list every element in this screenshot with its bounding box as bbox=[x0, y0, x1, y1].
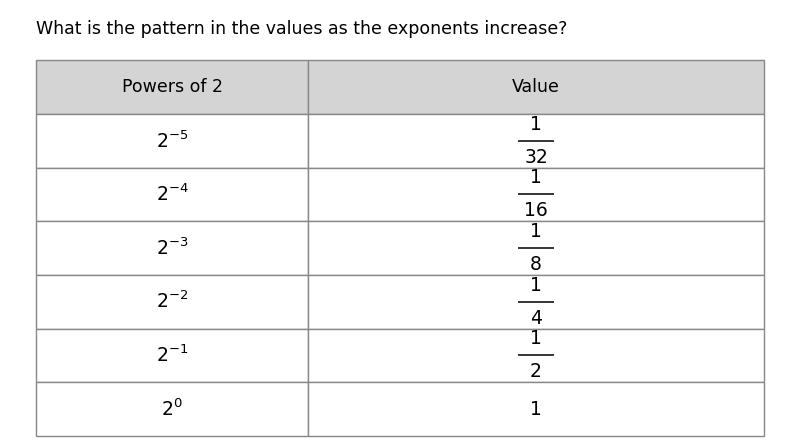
Text: 1: 1 bbox=[530, 169, 542, 187]
Bar bbox=[308, 60, 764, 114]
Text: 8: 8 bbox=[530, 255, 542, 274]
Text: 1: 1 bbox=[530, 329, 542, 348]
Text: 1: 1 bbox=[530, 222, 542, 241]
Text: 1: 1 bbox=[530, 115, 542, 134]
Text: What is the pattern in the values as the exponents increase?: What is the pattern in the values as the… bbox=[36, 20, 567, 38]
Bar bbox=[36, 114, 308, 168]
Bar bbox=[36, 221, 308, 275]
Text: Value: Value bbox=[512, 78, 560, 96]
Bar bbox=[308, 382, 764, 436]
Text: 4: 4 bbox=[530, 309, 542, 328]
Text: 1: 1 bbox=[530, 276, 542, 295]
Bar bbox=[36, 382, 308, 436]
Text: $\mathregular{2^{-1}}$: $\mathregular{2^{-1}}$ bbox=[156, 345, 188, 366]
Bar bbox=[36, 329, 308, 382]
Bar bbox=[308, 329, 764, 382]
Bar bbox=[308, 114, 764, 168]
Text: $\mathregular{2^{-5}}$: $\mathregular{2^{-5}}$ bbox=[156, 130, 188, 152]
Text: $\mathregular{2^{-4}}$: $\mathregular{2^{-4}}$ bbox=[156, 184, 188, 205]
Bar bbox=[308, 221, 764, 275]
Text: 2: 2 bbox=[530, 363, 542, 381]
Text: $\mathregular{2^{0}}$: $\mathregular{2^{0}}$ bbox=[161, 398, 183, 420]
Text: $\mathregular{2^{-3}}$: $\mathregular{2^{-3}}$ bbox=[156, 237, 188, 259]
Text: 1: 1 bbox=[530, 400, 542, 418]
Text: Powers of 2: Powers of 2 bbox=[122, 78, 222, 96]
Bar bbox=[308, 275, 764, 329]
Text: 16: 16 bbox=[524, 202, 548, 220]
Bar bbox=[308, 168, 764, 221]
Bar bbox=[36, 168, 308, 221]
Text: 32: 32 bbox=[524, 148, 548, 167]
Bar bbox=[36, 275, 308, 329]
Text: $\mathregular{2^{-2}}$: $\mathregular{2^{-2}}$ bbox=[156, 291, 188, 312]
Bar bbox=[36, 60, 308, 114]
